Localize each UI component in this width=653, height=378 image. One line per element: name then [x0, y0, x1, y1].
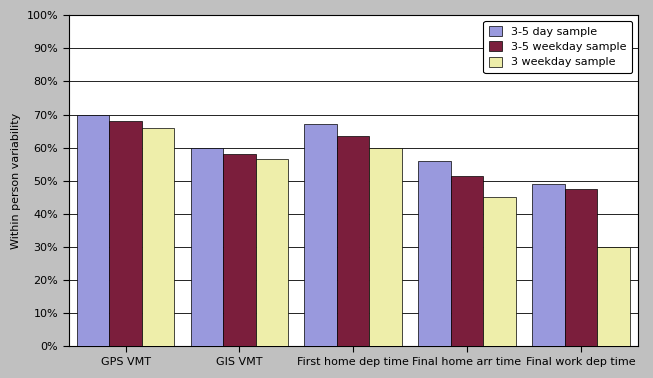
Bar [418, 161, 451, 347]
Bar [109, 121, 142, 347]
Bar [451, 176, 483, 347]
Bar [597, 247, 629, 347]
Bar [337, 136, 370, 347]
Bar [256, 159, 288, 347]
Bar [77, 115, 109, 347]
Bar [142, 128, 174, 347]
Bar [483, 197, 516, 347]
Bar [191, 148, 223, 347]
Bar [565, 189, 597, 347]
Bar [223, 154, 256, 347]
Bar [304, 124, 337, 347]
Bar [370, 148, 402, 347]
Legend: 3-5 day sample, 3-5 weekday sample, 3 weekday sample: 3-5 day sample, 3-5 weekday sample, 3 we… [483, 21, 632, 73]
Bar [532, 184, 565, 347]
Y-axis label: Within person variability: Within person variability [11, 113, 21, 249]
